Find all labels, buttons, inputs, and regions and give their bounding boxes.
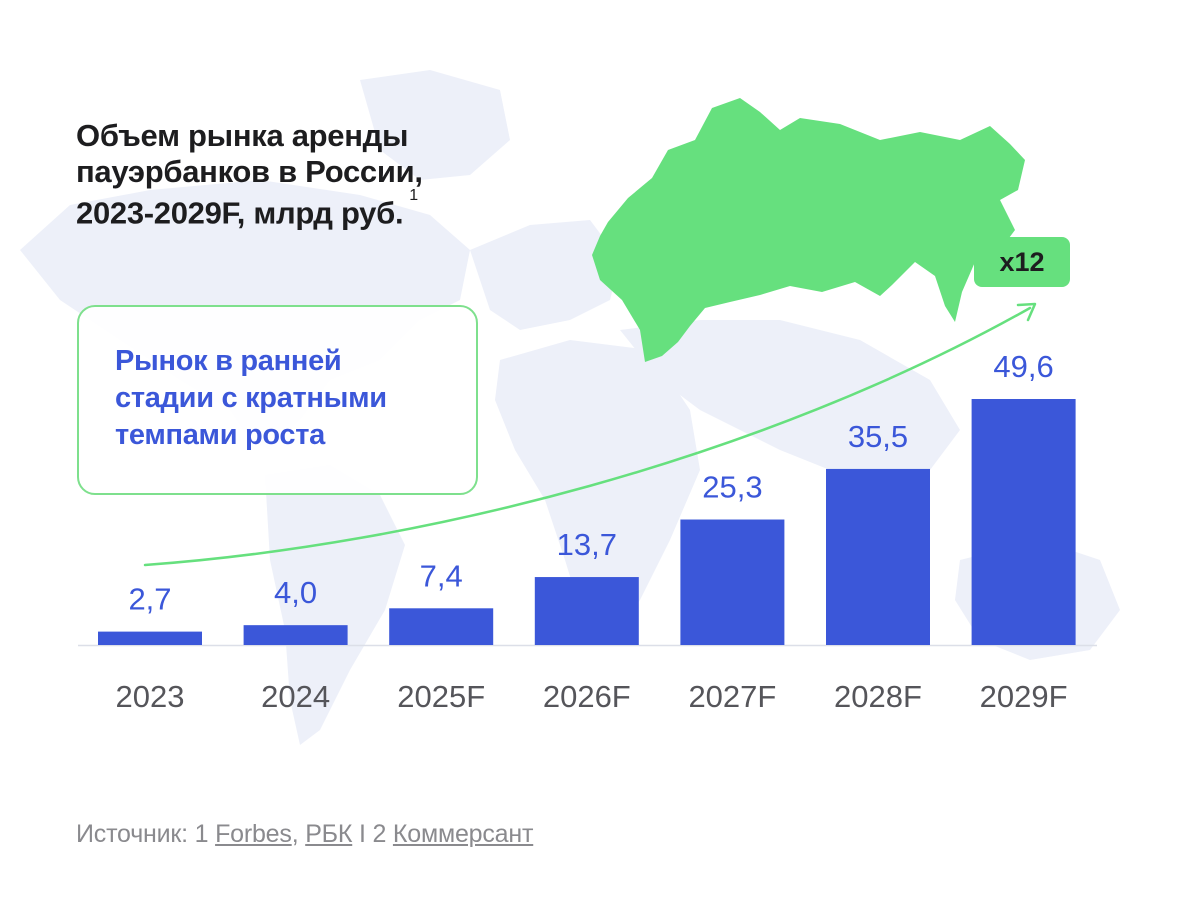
x-tick-label: 2028F	[834, 679, 922, 714]
bar	[826, 468, 930, 645]
bar-value-label: 13,7	[557, 527, 617, 562]
callout-line: темпами роста	[115, 419, 325, 451]
source-note: Источник: 1 Forbes, РБК I 2 Коммерсант	[76, 820, 533, 849]
bar	[680, 519, 785, 645]
title-footnote-marker: 1	[409, 187, 418, 204]
africa-shape	[495, 340, 700, 640]
source-link-forbes[interactable]: Forbes	[215, 820, 292, 848]
bar-value-label: 4,0	[274, 575, 317, 610]
bar	[389, 608, 494, 645]
greenland-shape	[360, 70, 510, 180]
chart-title-line: пауэрбанков в России,	[76, 154, 423, 189]
x-tick-label: 2024	[261, 679, 330, 714]
bar-value-label: 7,4	[420, 558, 463, 593]
callout-line: стадии с кратными	[115, 382, 387, 414]
chart-title-line: Объем рынка аренды	[76, 118, 409, 153]
source-link-kommersant[interactable]: Коммерсант	[392, 820, 534, 848]
x-tick-label: 2027F	[688, 679, 776, 714]
bar-value-label: 49,6	[993, 349, 1053, 384]
asia-shape	[620, 320, 960, 490]
chart-title-text: 2023-2029F, млрд руб.	[76, 195, 404, 231]
chart-title-line: 2023-2029F, млрд руб. 1	[76, 187, 596, 231]
south-america-shape	[265, 465, 405, 745]
bar	[534, 577, 639, 645]
bar-value-label: 2,7	[128, 582, 171, 617]
x-tick-label: 2029F	[980, 679, 1068, 714]
x-tick-label: 2026F	[543, 679, 631, 714]
bar-value-label: 25,3	[702, 470, 762, 505]
russia-map-shape	[592, 98, 1025, 362]
x-tick-label: 2025F	[397, 679, 485, 714]
growth-callout-box: Рынок в ранней стадии с кратными темпами…	[77, 305, 478, 495]
bar-value-label: 35,5	[848, 419, 908, 454]
chart-title: Объем рынка аренды пауэрбанков в России,…	[76, 118, 596, 231]
source-separator: ,	[291, 820, 306, 848]
growth-trend-arrow	[143, 306, 1032, 567]
europe-shape	[470, 220, 620, 330]
source-separator: I 2	[352, 820, 393, 848]
growth-trend-arrowhead	[1016, 302, 1037, 322]
bar	[971, 399, 1076, 645]
callout-line: Рынок в ранней	[115, 345, 342, 377]
growth-multiplier-badge: x12	[974, 237, 1070, 287]
callout-text: Рынок в ранней стадии с кратными темпами…	[115, 343, 455, 454]
x-tick-label: 2023	[116, 679, 185, 714]
source-prefix: Источник: 1	[76, 820, 216, 848]
bar	[243, 625, 348, 645]
source-link-rbk[interactable]: РБК	[305, 820, 353, 848]
bar	[98, 631, 202, 645]
